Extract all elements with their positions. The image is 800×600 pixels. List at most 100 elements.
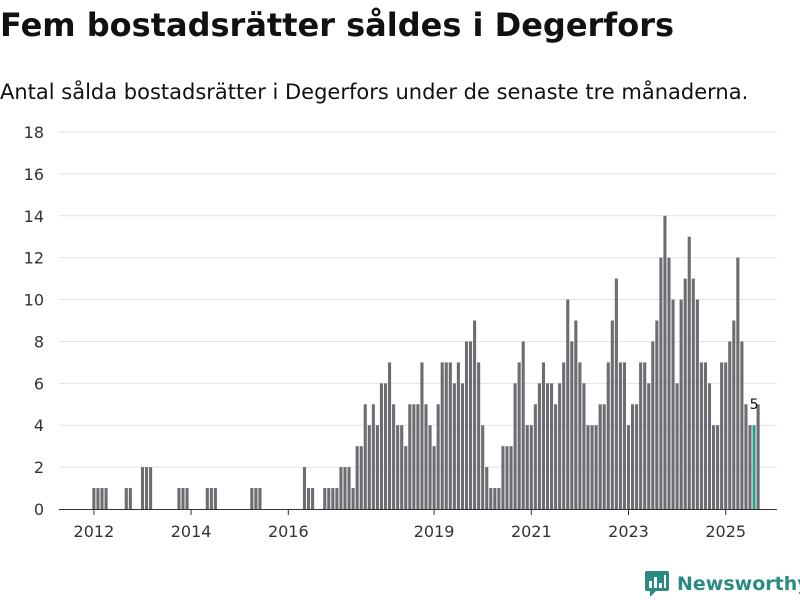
bar <box>473 320 477 509</box>
bar <box>477 362 481 509</box>
bar <box>606 362 610 509</box>
bar <box>651 341 655 509</box>
bar <box>456 362 460 509</box>
y-tick-label: 6 <box>34 374 44 393</box>
y-tick-label: 12 <box>24 249 44 268</box>
bar <box>594 425 598 509</box>
bar <box>100 488 104 509</box>
bar <box>149 467 153 509</box>
bar <box>562 362 566 509</box>
bar <box>691 278 695 509</box>
bar <box>485 467 489 509</box>
bar <box>254 488 258 509</box>
bar <box>687 236 691 509</box>
bar <box>635 404 639 509</box>
bar <box>497 488 501 509</box>
bar <box>558 383 562 509</box>
y-tick-label: 10 <box>24 291 44 310</box>
bar <box>586 425 590 509</box>
bar <box>213 488 217 509</box>
bar <box>639 362 643 509</box>
bar <box>541 362 545 509</box>
bar <box>371 404 375 509</box>
highlight-value-label: 5 <box>750 397 759 413</box>
bar <box>339 467 343 509</box>
bar <box>590 425 594 509</box>
bar <box>307 488 311 509</box>
bar <box>570 341 574 509</box>
bar <box>671 299 675 509</box>
y-tick-label: 8 <box>34 332 44 351</box>
x-axis: 2012 2014 2016 2019 2021 2023 2025 <box>59 509 777 541</box>
bar <box>209 488 213 509</box>
y-tick-label: 14 <box>24 207 44 226</box>
bar <box>128 488 132 509</box>
bar <box>416 404 420 509</box>
bar <box>513 383 517 509</box>
bar <box>598 404 602 509</box>
bar <box>618 362 622 509</box>
bar <box>444 362 448 509</box>
y-tick-label: 18 <box>24 123 44 142</box>
bar <box>396 425 400 509</box>
bar <box>481 425 485 509</box>
y-axis-labels: 0 2 4 6 8 10 12 14 16 18 <box>24 123 44 519</box>
bar <box>716 425 720 509</box>
y-tick-label: 4 <box>34 416 44 435</box>
bar <box>643 362 647 509</box>
bar <box>323 488 327 509</box>
bar <box>124 488 128 509</box>
bar <box>181 488 185 509</box>
bar <box>392 404 396 509</box>
bar <box>258 488 262 509</box>
bar <box>707 383 712 509</box>
y-tick-label: 2 <box>34 458 44 477</box>
bar <box>663 215 667 509</box>
bar <box>250 488 254 509</box>
bar <box>92 488 96 509</box>
bar <box>96 488 100 509</box>
bar <box>408 404 412 509</box>
bar <box>554 404 558 509</box>
bar <box>351 488 355 509</box>
bar <box>104 488 108 509</box>
bar <box>655 320 659 509</box>
bar <box>404 446 408 509</box>
bar <box>375 425 379 509</box>
bar <box>712 425 716 509</box>
highlight-bar <box>752 425 756 509</box>
x-tick-label: 2025 <box>705 522 746 541</box>
bar <box>505 446 509 509</box>
bar <box>140 467 145 509</box>
brand-logo: Newsworthy <box>644 570 800 598</box>
bar <box>177 488 181 509</box>
brand-name: Newsworthy <box>677 573 800 595</box>
chart-title: Fem bostadsrätter såldes i Degerfors <box>0 6 675 44</box>
bar <box>379 383 383 509</box>
bar <box>460 383 464 509</box>
bar <box>545 383 550 509</box>
bar <box>610 320 614 509</box>
bar <box>675 383 679 509</box>
bar <box>501 446 505 509</box>
bar <box>728 341 732 509</box>
bar <box>311 488 315 509</box>
bar <box>574 320 578 509</box>
bar <box>335 488 339 509</box>
bar <box>464 341 469 509</box>
bar <box>529 425 533 509</box>
bar <box>679 299 683 509</box>
bar <box>517 362 521 509</box>
x-tick-label: 2023 <box>608 522 649 541</box>
bar <box>469 341 473 509</box>
bar <box>703 362 707 509</box>
bar <box>412 404 416 509</box>
bar <box>602 404 606 509</box>
bar <box>744 404 748 509</box>
bar <box>420 362 424 509</box>
bar <box>489 488 493 509</box>
bar <box>432 446 436 509</box>
bar <box>647 383 651 509</box>
bar <box>452 383 456 509</box>
